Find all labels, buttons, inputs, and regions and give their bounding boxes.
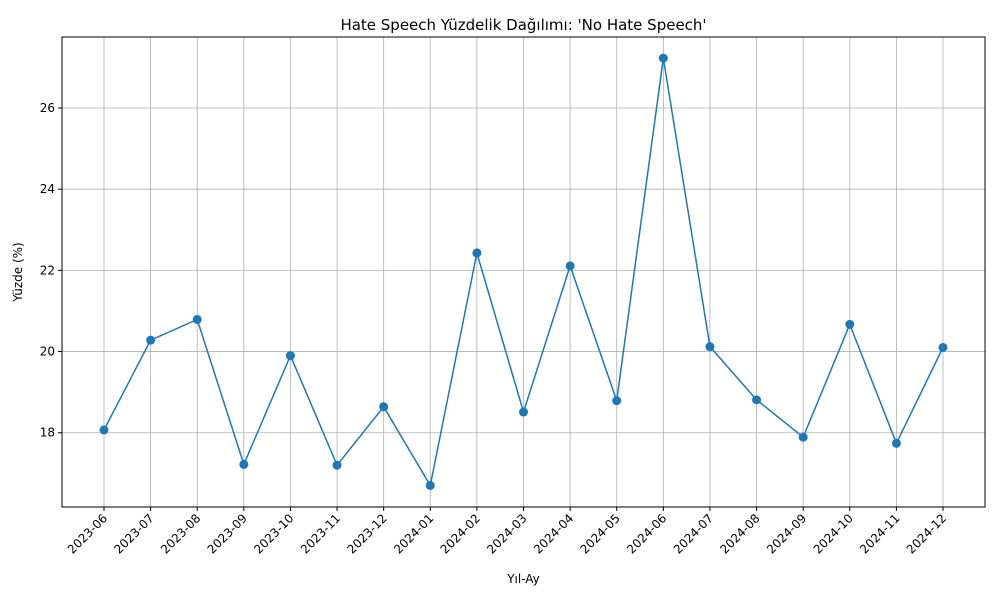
chart-title: Hate Speech Yüzdelik Dağılımı: 'No Hate … <box>340 16 706 34</box>
x-axis-label: Yıl-Ay <box>506 572 540 586</box>
data-point <box>146 335 156 345</box>
data-point <box>99 425 109 435</box>
data-point <box>938 342 948 352</box>
data-point <box>658 53 668 63</box>
y-tick-label: 24 <box>40 182 55 196</box>
data-point <box>891 438 901 448</box>
data-point <box>472 248 482 258</box>
data-point <box>565 261 575 271</box>
data-point <box>752 395 762 405</box>
data-point <box>332 460 342 470</box>
data-point <box>192 314 202 324</box>
data-point <box>239 459 249 469</box>
y-tick-label: 20 <box>40 345 55 359</box>
data-points <box>99 53 948 490</box>
data-point <box>798 432 808 442</box>
data-point <box>285 351 295 361</box>
data-point <box>425 480 435 490</box>
data-point <box>845 319 855 329</box>
grid-lines <box>62 37 985 507</box>
y-tick-label: 26 <box>40 101 55 115</box>
data-point <box>519 407 528 417</box>
data-point <box>379 402 389 412</box>
data-point <box>705 342 715 352</box>
y-axis-label: Yüzde (%) <box>11 242 25 302</box>
y-tick-label: 22 <box>40 263 55 277</box>
y-tick-label: 18 <box>40 426 55 440</box>
data-point <box>612 396 622 406</box>
